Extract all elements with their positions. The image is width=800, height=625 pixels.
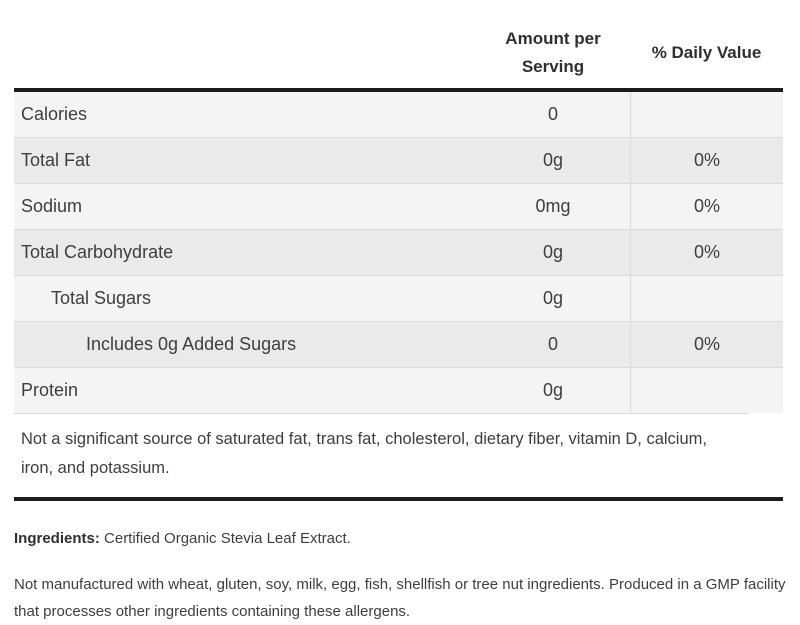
nutrient-amount: 0g: [542, 288, 564, 308]
nutrition-footnote: Not a significant source of saturated fa…: [14, 413, 749, 497]
nutrient-daily-value: 0%: [630, 230, 783, 275]
nutrient-label: Sodium: [21, 196, 83, 216]
nutrient-daily-value: 0%: [630, 184, 783, 229]
nutrient-daily-value: [630, 276, 783, 321]
nutrient-label: Protein: [21, 380, 79, 400]
nutrient-label: Total Fat: [21, 150, 91, 170]
nutrient-label: Total Sugars: [51, 288, 152, 308]
row-protein: Protein 0g: [14, 367, 783, 413]
supplement-facts-table: Amount per Serving % Daily Value Calorie…: [14, 20, 783, 501]
nutrient-amount: 0mg: [535, 196, 571, 216]
nutrient-daily-value: [630, 368, 783, 413]
header-amount-per-serving: Amount per Serving: [505, 29, 601, 76]
table-header-row: Amount per Serving % Daily Value: [14, 20, 783, 88]
row-calories: Calories 0: [14, 92, 783, 137]
row-sodium: Sodium 0mg 0%: [14, 183, 783, 229]
nutrient-label: Includes 0g Added Sugars: [86, 334, 297, 354]
nutrient-amount: 0: [547, 104, 558, 124]
nutrient-daily-value: 0%: [630, 138, 783, 183]
ingredients-label: Ingredients:: [14, 530, 100, 547]
ingredients-value: Certified Organic Stevia Leaf Extract.: [104, 530, 351, 547]
nutrient-daily-value: [630, 92, 783, 137]
allergen-statement: Not manufactured with wheat, gluten, soy…: [14, 576, 786, 620]
nutrition-rows: Calories 0 Total Fat 0g 0% Sodium 0mg 0%…: [14, 88, 783, 501]
nutrient-amount: 0g: [542, 242, 564, 262]
row-total-fat: Total Fat 0g 0%: [14, 137, 783, 183]
nutrient-daily-value: 0%: [630, 322, 783, 367]
nutrient-label: Total Carbohydrate: [21, 242, 174, 262]
row-added-sugars: Includes 0g Added Sugars 0 0%: [14, 321, 783, 367]
header-percent-daily-value: % Daily Value: [651, 43, 762, 62]
nutrient-amount: 0g: [542, 150, 564, 170]
nutrient-label: Calories: [21, 104, 88, 124]
row-total-sugars: Total Sugars 0g: [14, 275, 783, 321]
nutrient-amount: 0: [547, 334, 558, 354]
nutrient-amount: 0g: [542, 380, 564, 400]
ingredients-statement: Ingredients: Certified Organic Stevia Le…: [14, 528, 786, 550]
row-total-carbohydrate: Total Carbohydrate 0g 0%: [14, 229, 783, 275]
